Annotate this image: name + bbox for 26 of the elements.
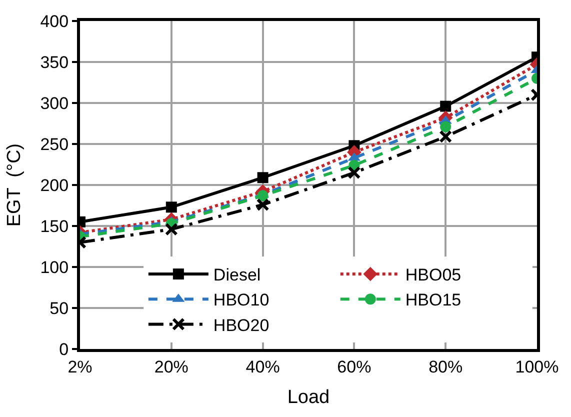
legend-label: HBO20 (213, 316, 270, 335)
legend-label: HBO05 (405, 266, 462, 285)
x-tick-label: 80% (428, 357, 463, 376)
x-tick-label: 20% (154, 357, 188, 376)
y-tick-label: 200 (40, 176, 69, 195)
y-tick-label: 150 (40, 216, 69, 236)
y-tick-label: 250 (40, 134, 69, 154)
point (256, 198, 270, 212)
y-tick-label: 100 (40, 258, 69, 277)
legend-label: HBO10 (213, 290, 270, 310)
legend-label: Diesel (213, 266, 261, 285)
y-tick-label: 400 (40, 12, 69, 31)
y-tick-label: 0 (59, 340, 69, 359)
point (348, 166, 361, 180)
legend-label: HBO15 (405, 290, 462, 310)
y-axis-title: EGT (°C) (4, 143, 26, 227)
y-tick-label: 300 (40, 94, 69, 113)
x-tick-label: 2% (68, 357, 92, 376)
y-tick-label: 350 (40, 52, 69, 72)
point (257, 172, 268, 184)
x-tick-label: 60% (337, 357, 372, 376)
x-tick-label: 40% (246, 357, 280, 376)
y-tick-label: 50 (50, 298, 69, 318)
point (257, 190, 268, 202)
x-axis-title: Load (287, 387, 330, 408)
x-tick-label: 100% (515, 357, 559, 376)
